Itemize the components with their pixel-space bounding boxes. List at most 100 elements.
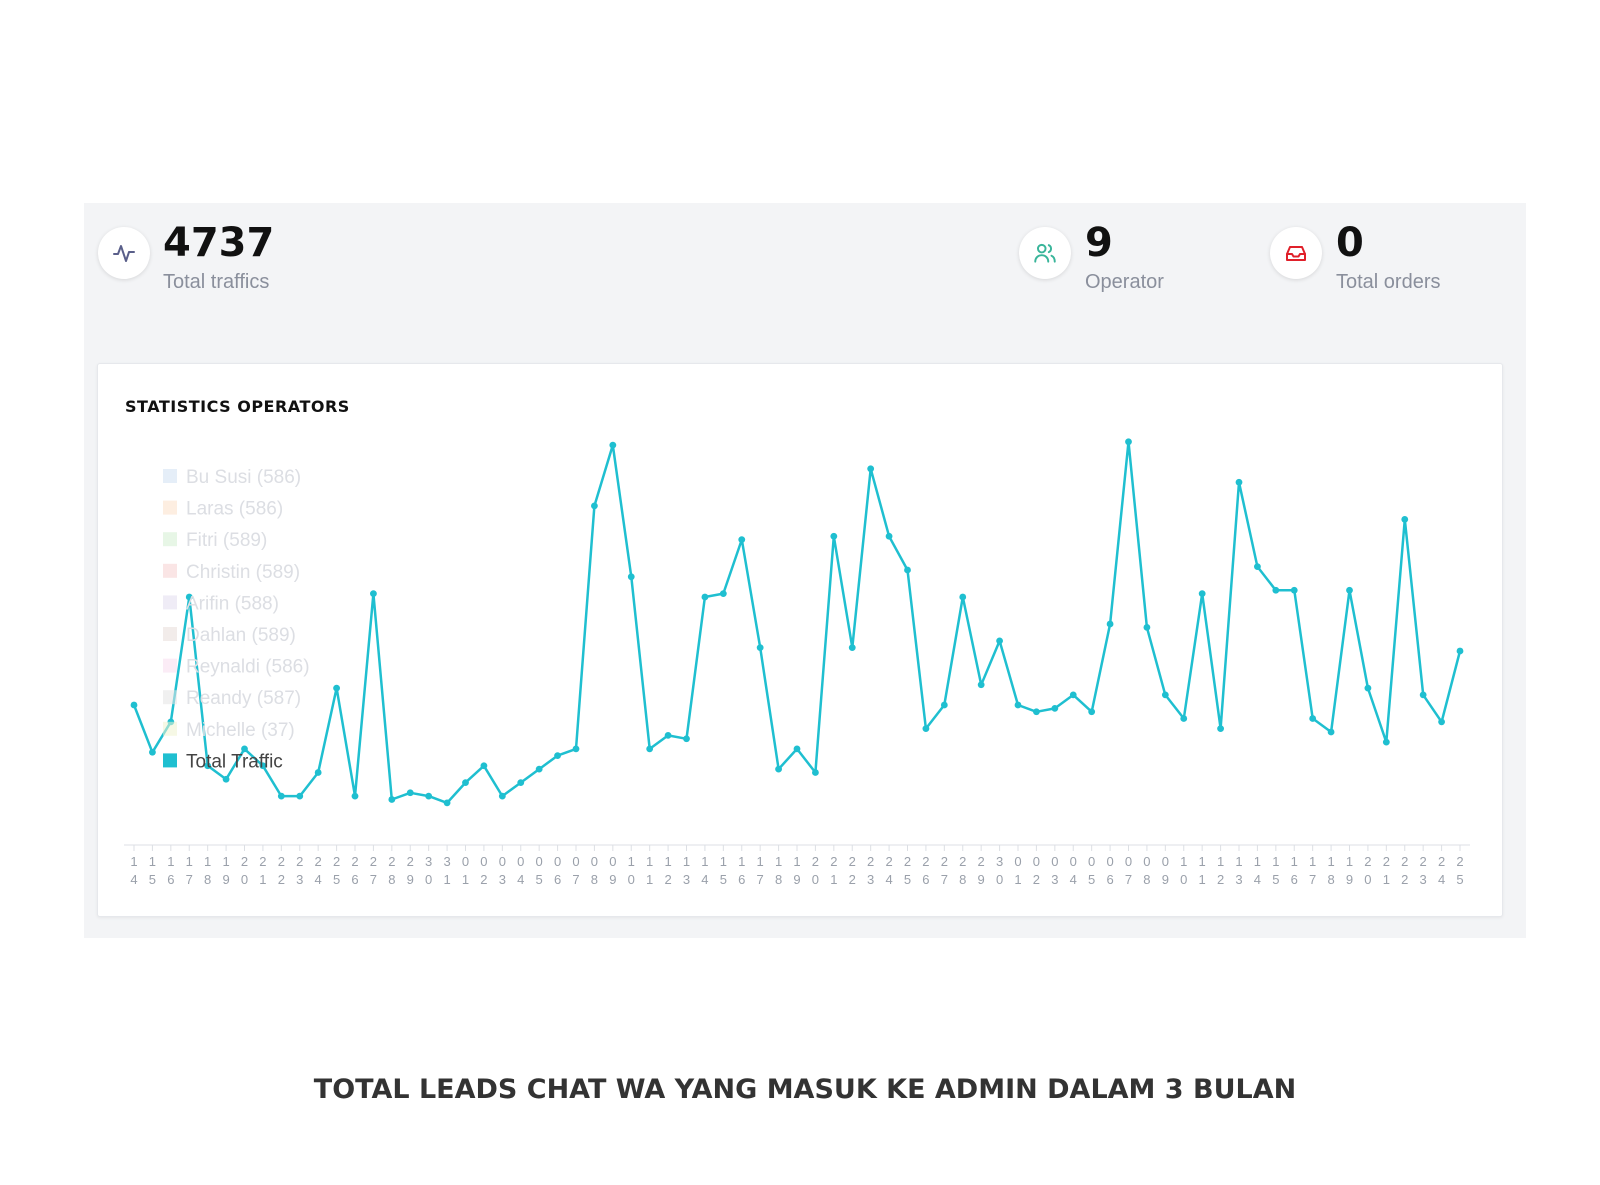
data-point [425,792,433,800]
legend-swatch [163,690,177,705]
legend-swatch [163,469,177,483]
data-point [591,502,598,510]
legend-swatch [163,500,177,515]
data-point [535,765,543,773]
data-point [683,735,690,743]
operator-label: Operator [1085,271,1164,293]
data-point [1272,586,1280,594]
legend-swatch [163,595,177,610]
data-point [1106,620,1114,628]
data-point [480,762,488,770]
data-point [259,762,267,770]
data-point [388,796,396,803]
data-point [1014,701,1022,709]
data-point [1364,684,1372,692]
data-point [959,593,967,601]
data-point [977,681,985,689]
data-point [885,532,893,540]
legend-swatch [163,532,177,547]
users-icon [1019,227,1071,279]
data-point [738,536,746,544]
data-point [277,792,285,800]
data-point [572,745,580,753]
data-point [996,637,1003,645]
inbox-icon [1270,227,1322,279]
data-point [627,573,635,581]
data-point [333,684,340,692]
footer-caption: TOTAL LEADS CHAT WA YANG MASUK KE ADMIN … [313,1074,1297,1105]
data-point [1309,715,1317,722]
data-point [1033,708,1040,716]
data-point [830,532,838,540]
data-point [940,701,948,709]
data-point [904,566,911,574]
legend-label: Bu Susi (586) [186,467,301,488]
data-point [1456,647,1464,655]
total-traffics-value: 4737 [163,220,275,266]
data-point [443,799,451,807]
statistics-card [97,363,1503,917]
data-point [222,775,230,783]
data-point [185,593,193,601]
data-point [793,745,801,753]
data-point [1198,590,1206,598]
legend-label: Dahlan (589) [186,625,296,646]
data-point [922,725,930,733]
data-point [462,779,469,787]
data-point [130,701,138,709]
legend-label: Christin (589) [186,562,300,583]
legend-swatch [163,658,177,673]
activity-icon [98,227,150,279]
legend-label: Total Traffic [186,751,283,772]
data-point [204,762,212,770]
legend-swatch [163,753,177,768]
legend-label: Michelle (37) [186,720,295,741]
data-point [1161,691,1169,699]
data-point [719,590,727,598]
card-title: STATISTICS OPERATORS [125,397,350,416]
legend-label: Reandy (587) [186,688,301,709]
data-point [609,441,617,449]
operator-value: 9 [1085,220,1113,266]
data-point [775,765,782,773]
legend-swatch [163,627,177,641]
data-point [1125,438,1132,446]
data-point [314,769,322,776]
data-point [498,792,506,800]
data-point [664,731,672,739]
